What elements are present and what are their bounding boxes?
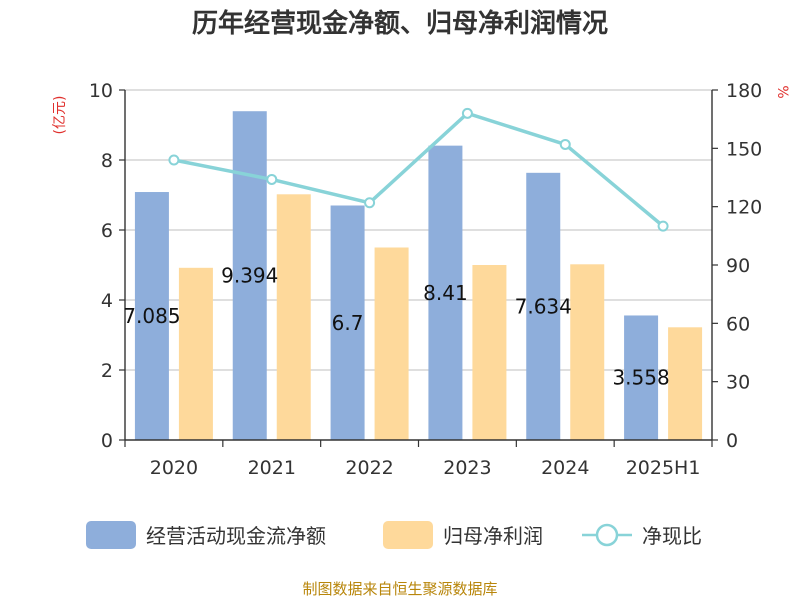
ratio-point — [559, 138, 571, 150]
left-tick-label: 6 — [101, 220, 113, 242]
bar-netprofit — [570, 264, 605, 440]
axes: 0 2 4 6 8 10 0 30 60 90 120 150 180 2020 2021 2022 2023 2… — [89, 80, 762, 479]
bar-data-label: 3.558 — [612, 366, 669, 390]
ratio-point — [657, 220, 669, 232]
right-tick-label: 90 — [726, 255, 750, 277]
x-tick-label: 2020 — [150, 457, 198, 479]
bar-labels: 7.085 9.394 6.7 8.41 7.634 3.558 — [123, 264, 669, 390]
x-tick-label: 2024 — [541, 457, 589, 479]
bar-netprofit — [276, 194, 311, 440]
bar-data-label: 7.085 — [123, 304, 180, 328]
right-axis-unit: % — [774, 85, 790, 98]
bar-data-label: 6.7 — [332, 311, 364, 335]
bar-data-label: 8.41 — [423, 281, 468, 305]
legend[interactable]: 经营活动现金流净额 归母净利润 净现比 — [86, 521, 702, 549]
bar-netprofit — [374, 247, 409, 440]
chart-title: 历年经营现金净额、归母净利润情况 — [192, 8, 608, 39]
left-tick-label: 4 — [101, 290, 113, 312]
bar-cashflow — [624, 315, 659, 440]
x-tick-label: 2021 — [248, 457, 296, 479]
legend-label: 经营活动现金流净额 — [146, 524, 326, 548]
data-source: 制图数据来自恒生聚源数据库 — [302, 580, 497, 598]
ratio-line-path — [173, 111, 665, 228]
bar-cashflow — [428, 145, 463, 440]
right-tick-label: 0 — [726, 430, 738, 452]
legend-swatch — [383, 521, 433, 549]
right-tick-label: 150 — [726, 138, 762, 160]
legend-swatch — [86, 521, 136, 549]
legend-marker — [595, 523, 619, 547]
right-tick-label: 120 — [726, 197, 762, 219]
legend-label: 净现比 — [642, 524, 702, 548]
bar-data-label: 9.394 — [221, 264, 278, 288]
ratio-point — [364, 197, 376, 209]
right-tick-label: 30 — [726, 372, 750, 394]
ratio-point — [168, 154, 180, 166]
left-tick-label: 2 — [101, 360, 113, 382]
left-tick-label: 8 — [101, 150, 113, 172]
x-tick-label: 2022 — [345, 457, 393, 479]
bar-cashflow — [134, 192, 169, 440]
bar-netprofit — [472, 265, 507, 440]
ratio-line — [168, 107, 669, 232]
ratio-point — [266, 173, 278, 185]
x-tick-label: 2025H1 — [626, 457, 701, 479]
right-tick-label: 60 — [726, 313, 750, 335]
ratio-point — [461, 107, 473, 119]
bar-netprofit — [178, 267, 213, 440]
left-axis-unit: (亿元) — [52, 96, 68, 135]
legend-label: 归母净利润 — [443, 524, 543, 548]
bar-cashflow — [330, 205, 365, 440]
bar-data-label: 7.634 — [515, 294, 572, 318]
bar-netprofit — [668, 327, 703, 440]
gridlines — [125, 89, 712, 371]
left-tick-label: 0 — [101, 430, 113, 452]
x-tick-label: 2023 — [443, 457, 491, 479]
right-tick-label: 180 — [726, 80, 762, 102]
bar-cashflow — [526, 172, 561, 440]
bar-cashflow — [232, 111, 267, 441]
left-tick-label: 10 — [89, 80, 113, 102]
bars — [134, 111, 703, 441]
